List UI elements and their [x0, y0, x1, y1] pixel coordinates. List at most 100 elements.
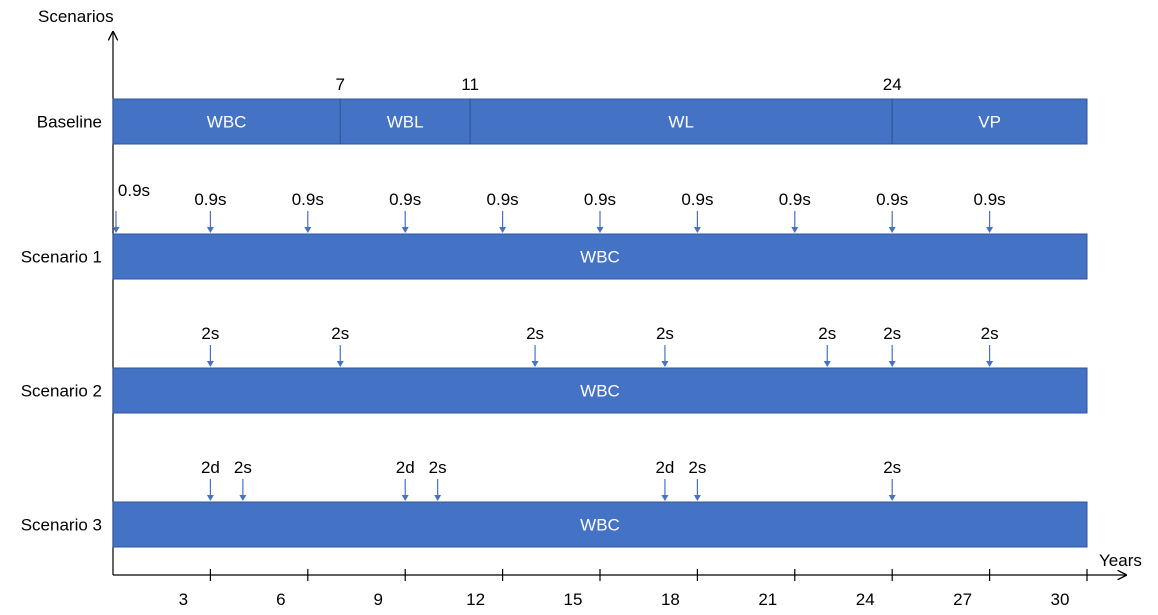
- event-marker: 2s: [656, 324, 674, 367]
- marker-arrow-head: [112, 227, 120, 233]
- marker-arrow-head: [661, 495, 669, 501]
- segment-bar-vp: [891, 98, 1088, 145]
- marker-label: 2d: [396, 458, 415, 477]
- marker-label: 2s: [688, 458, 706, 477]
- segment-label: WBC: [580, 382, 620, 401]
- segment-bar-wbc: [112, 233, 1088, 280]
- marker-label: 0.9s: [876, 190, 908, 209]
- axes: Scenarios Years 3 6 9 12 15 18 21 24 27 30: [38, 7, 1142, 609]
- x-tick-label: 3: [179, 590, 188, 609]
- marker-label: 2s: [656, 324, 674, 343]
- event-marker: 0.9s: [584, 190, 616, 233]
- marker-arrow-head: [693, 227, 701, 233]
- event-marker: 2s: [234, 458, 252, 501]
- x-tick-label: 18: [661, 590, 680, 609]
- marker-label: 0.9s: [292, 190, 324, 209]
- segment-bar-wbc: [112, 98, 341, 145]
- marker-label: 0.9s: [681, 190, 713, 209]
- event-marker: 0.9s: [194, 190, 226, 233]
- marker-arrow-head: [661, 361, 669, 367]
- marker-arrow-head: [888, 361, 896, 367]
- y-axis-title: Scenarios: [38, 7, 114, 26]
- event-marker: 2s: [883, 324, 901, 367]
- x-tick-label: 9: [373, 590, 382, 609]
- event-marker: 2s: [526, 324, 544, 367]
- event-marker: 2s: [429, 458, 447, 501]
- row-label: Scenario 2: [21, 382, 102, 401]
- segment-bar-wbc: [112, 367, 1088, 414]
- row-scenario-3: Scenario 3 WBC 2d 2s 2d 2s 2d 2s 2s: [21, 458, 1088, 548]
- segment-label: VP: [978, 113, 1001, 132]
- row-scenario-2: Scenario 2 WBC 2s 2s 2s 2s 2s 2s 2s: [21, 324, 1088, 414]
- marker-label: 0.9s: [118, 181, 150, 200]
- marker-label: 0.9s: [487, 190, 519, 209]
- segment-label: WL: [668, 113, 694, 132]
- segment-label: WBL: [387, 113, 424, 132]
- event-marker: 0.9s: [876, 190, 908, 233]
- x-tick-label: 30: [1051, 590, 1070, 609]
- event-marker: 0.9s: [389, 190, 421, 233]
- x-axis-ticks: 3 6 9 12 15 18 21 24 27 30: [179, 569, 1088, 609]
- row-scenario-1: Scenario 1 WBC 0.9s 0.9s 0.9s 0.9s 0.9s 0.9s 0.9…: [21, 181, 1088, 280]
- boundary-label: 11: [461, 75, 479, 94]
- x-tick-label: 15: [564, 590, 583, 609]
- marker-label: 2d: [655, 458, 674, 477]
- event-marker: 2s: [331, 324, 349, 367]
- segment-bar-wbc: [112, 501, 1088, 548]
- event-marker: 2d: [201, 458, 220, 501]
- boundary-label: 24: [883, 75, 902, 94]
- marker-arrow-head: [499, 227, 507, 233]
- marker-arrow-head: [336, 361, 344, 367]
- event-marker: 0.9s: [681, 190, 713, 233]
- scenario-rows: Baseline WBC WBL WL VP 7 11 24 Scenario 1 WBC 0.9s…: [21, 75, 1088, 548]
- event-marker: 2d: [396, 458, 415, 501]
- marker-arrow-head: [986, 361, 994, 367]
- event-marker: 2s: [883, 458, 901, 501]
- marker-label: 2s: [429, 458, 447, 477]
- segment-bar-wbl: [339, 98, 471, 145]
- row-label: Scenario 1: [21, 248, 102, 267]
- marker-label: 2s: [331, 324, 349, 343]
- marker-arrow-head: [531, 361, 539, 367]
- marker-label: 2s: [201, 324, 219, 343]
- marker-arrow-head: [693, 495, 701, 501]
- marker-arrow-head: [401, 495, 409, 501]
- marker-arrow-head: [206, 361, 214, 367]
- boundary-label: 7: [336, 75, 345, 94]
- x-tick-label: 24: [856, 590, 875, 609]
- marker-label: 2s: [818, 324, 836, 343]
- marker-label: 2s: [234, 458, 252, 477]
- event-marker: 0.9s: [974, 190, 1006, 233]
- marker-arrow-head: [206, 495, 214, 501]
- x-tick-label: 27: [953, 590, 972, 609]
- x-axis-title: Years: [1099, 551, 1142, 570]
- event-marker: 0.9s: [779, 190, 811, 233]
- row-label: Scenario 3: [21, 516, 102, 535]
- event-marker: 2s: [688, 458, 706, 501]
- row-baseline: Baseline WBC WBL WL VP 7 11 24: [37, 75, 1088, 145]
- marker-arrow-head: [304, 227, 312, 233]
- marker-arrow-head: [239, 495, 247, 501]
- event-marker: 2d: [655, 458, 674, 501]
- marker-label: 0.9s: [389, 190, 421, 209]
- segment-label: WBC: [207, 113, 247, 132]
- marker-label: 2s: [883, 458, 901, 477]
- marker-label: 0.9s: [194, 190, 226, 209]
- marker-arrow-head: [888, 227, 896, 233]
- event-marker: 0.9s: [487, 190, 519, 233]
- marker-arrow-head: [434, 495, 442, 501]
- marker-arrow-head: [401, 227, 409, 233]
- marker-arrow-head: [596, 227, 604, 233]
- segment-label: WBC: [580, 248, 620, 267]
- marker-label: 0.9s: [779, 190, 811, 209]
- segment-label: WBC: [580, 516, 620, 535]
- marker-arrow-head: [888, 495, 896, 501]
- event-marker: 2s: [201, 324, 219, 367]
- marker-label: 2d: [201, 458, 220, 477]
- x-tick-label: 12: [466, 590, 485, 609]
- marker-arrow-head: [206, 227, 214, 233]
- marker-arrow-head: [791, 227, 799, 233]
- x-tick-label: 6: [276, 590, 285, 609]
- marker-label: 0.9s: [974, 190, 1006, 209]
